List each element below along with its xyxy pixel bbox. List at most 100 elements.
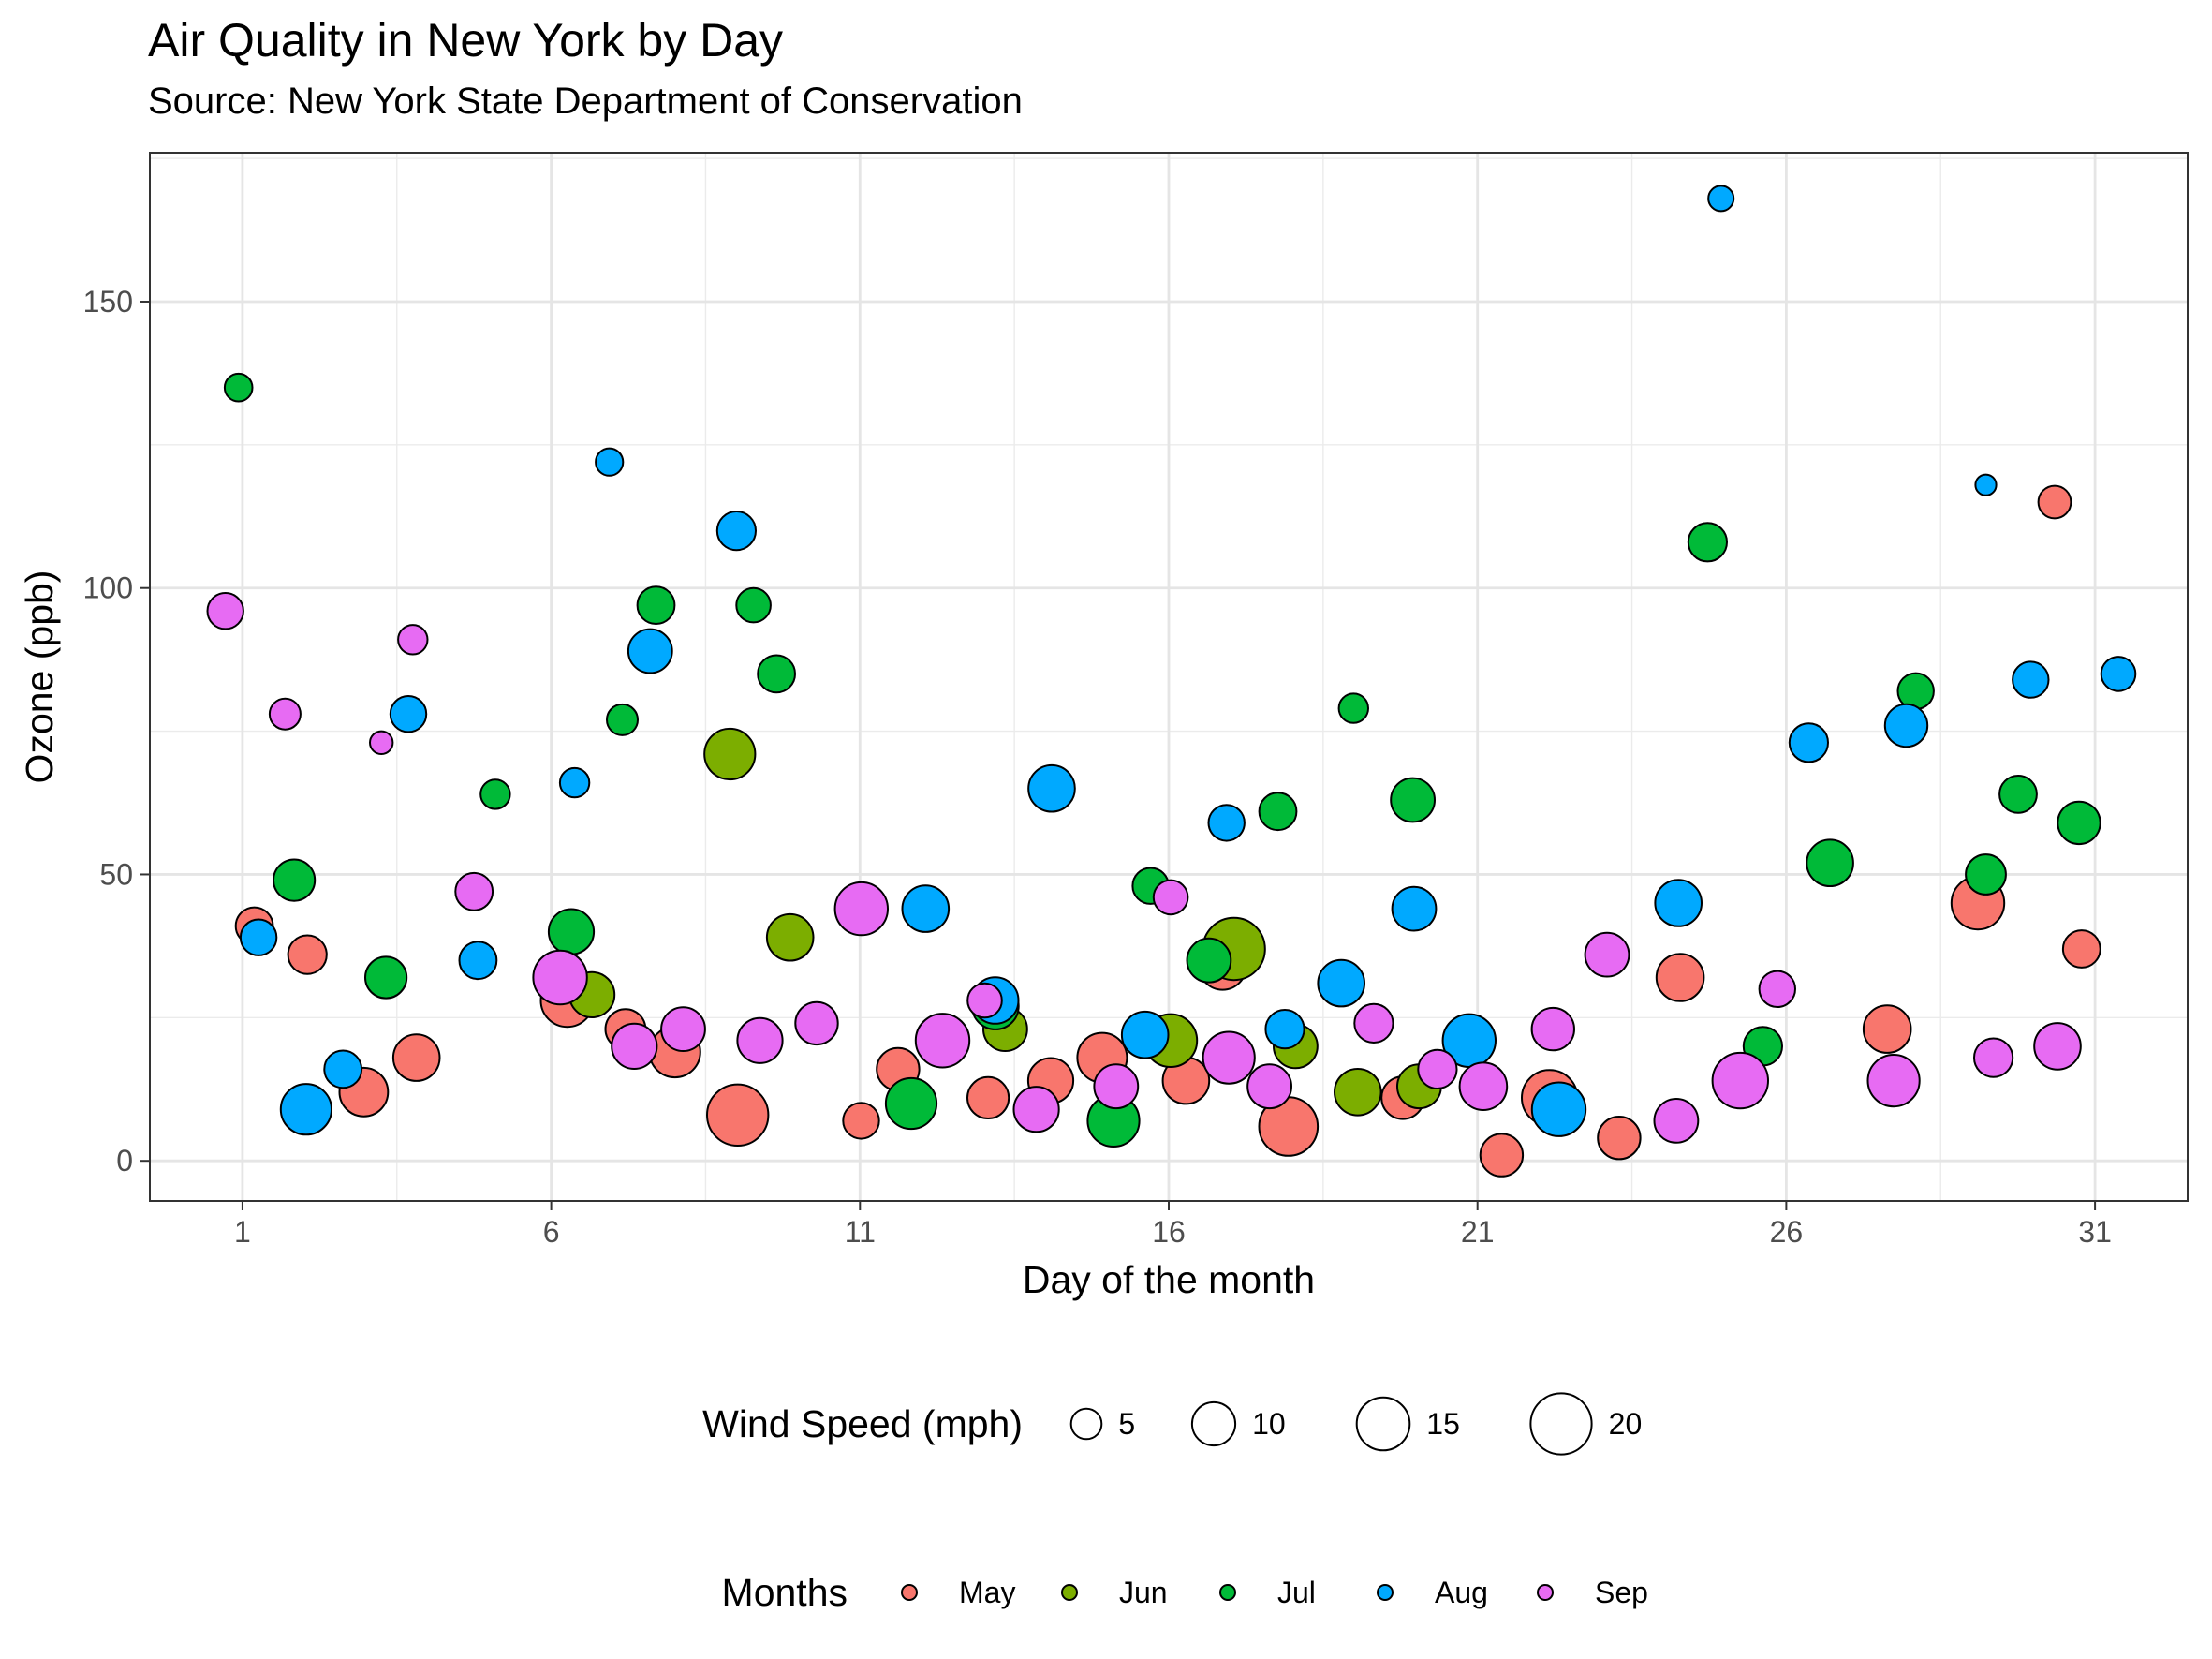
point-aug (1317, 958, 1365, 1008)
point-may (1479, 1133, 1525, 1178)
point-jun (703, 727, 757, 781)
point-jul (1998, 775, 2038, 814)
point-may (2037, 484, 2072, 520)
month-key-aug (1377, 1584, 1394, 1601)
wind-speed-legend: Wind Speed (mph) 5 10 15 20 (702, 1392, 1642, 1456)
month-key-sep (1537, 1584, 1554, 1601)
x-tick-label: 16 (1152, 1215, 1186, 1249)
y-axis-title: Ozone (ppb) (18, 570, 61, 784)
x-tick-label: 21 (1461, 1215, 1495, 1249)
point-sep (1866, 1054, 1921, 1108)
point-sep (1093, 1063, 1140, 1110)
point-sep (369, 730, 394, 755)
point-aug (1120, 1010, 1170, 1059)
point-jul (1337, 692, 1370, 724)
y-tick-label: 100 (83, 571, 133, 605)
point-aug (558, 766, 591, 799)
point-jul (364, 955, 408, 1000)
point-may (842, 1102, 880, 1140)
point-aug (1391, 885, 1438, 932)
point-jul (223, 372, 254, 403)
point-sep (2033, 1022, 2082, 1071)
point-sep (206, 592, 244, 630)
point-sep (1973, 1037, 2014, 1078)
point-sep (736, 1016, 784, 1064)
point-may (966, 1075, 1010, 1120)
x-axis-title: Day of the month (1023, 1258, 1315, 1301)
wind-speed-key-circle (1355, 1396, 1411, 1452)
point-aug (1883, 703, 1929, 748)
point-aug (1788, 722, 1830, 763)
point-sep (454, 871, 494, 911)
point-sep (1152, 879, 1189, 916)
point-sep (1202, 1030, 1256, 1085)
point-sep (794, 1000, 839, 1046)
point-jul (735, 586, 772, 624)
wind-speed-key-circle (1529, 1392, 1593, 1456)
point-jul (1687, 522, 1729, 563)
wind-speed-key-circle (1069, 1407, 1103, 1441)
point-jul (2057, 800, 2101, 846)
chart-title: Air Quality in New York by Day (148, 14, 784, 67)
point-sep (1653, 1098, 1700, 1144)
point-aug (389, 695, 428, 733)
point-aug (2100, 656, 2137, 692)
month-key-may (901, 1584, 918, 1601)
point-aug (1530, 1081, 1587, 1137)
month-key-label: Aug (1435, 1576, 1488, 1609)
y-tick-label: 0 (116, 1144, 133, 1178)
wind-speed-key-label: 10 (1252, 1407, 1286, 1441)
point-aug (1264, 1009, 1305, 1050)
point-jul (606, 703, 639, 736)
point-may (2061, 929, 2101, 969)
point-aug (1207, 804, 1246, 842)
y-tick-label: 150 (83, 285, 133, 318)
point-aug (627, 628, 673, 674)
point-aug (1707, 185, 1735, 213)
x-tick-label: 6 (543, 1215, 560, 1249)
point-may (706, 1083, 770, 1148)
month-key-jun (1061, 1584, 1078, 1601)
month-key-label: Sep (1595, 1576, 1648, 1609)
point-aug (595, 447, 625, 477)
point-aug (323, 1049, 363, 1089)
month-key-label: May (959, 1576, 1015, 1609)
point-sep (397, 624, 429, 656)
month-key-label: Jun (1119, 1576, 1168, 1609)
point-sep (1758, 970, 1797, 1009)
x-tick-label: 31 (2078, 1215, 2112, 1249)
months-legend: Months May Jun Jul Aug Sep (722, 1571, 1648, 1614)
point-aug (279, 1083, 332, 1136)
point-sep (1530, 1006, 1576, 1052)
point-aug (715, 511, 758, 552)
y-tick-label: 50 (99, 857, 133, 891)
point-aug (1654, 879, 1703, 927)
point-aug (239, 918, 278, 956)
point-may (287, 934, 328, 975)
point-may (1597, 1116, 1642, 1161)
wind-speed-key-label: 15 (1426, 1407, 1460, 1441)
x-tick-label: 11 (845, 1215, 876, 1249)
point-sep (1246, 1063, 1292, 1110)
point-jul (1258, 792, 1298, 832)
chart-subtitle: Source: New York State Department of Con… (148, 81, 1023, 122)
point-sep (1012, 1086, 1060, 1133)
months-legend-title: Months (722, 1571, 848, 1614)
month-key-label: Jul (1277, 1576, 1316, 1609)
point-sep (966, 982, 1003, 1019)
point-jul (1186, 937, 1232, 984)
point-may (1862, 1004, 1912, 1054)
point-aug (2012, 660, 2050, 699)
point-aug (1027, 763, 1076, 813)
point-aug (901, 884, 951, 933)
point-jul (636, 585, 676, 625)
point-sep (914, 1013, 971, 1069)
point-jun (1334, 1068, 1382, 1117)
point-may (1655, 953, 1705, 1002)
point-sep (1711, 1051, 1770, 1110)
point-sep (611, 1022, 658, 1071)
point-jul (273, 858, 317, 902)
point-sep (660, 1006, 706, 1052)
